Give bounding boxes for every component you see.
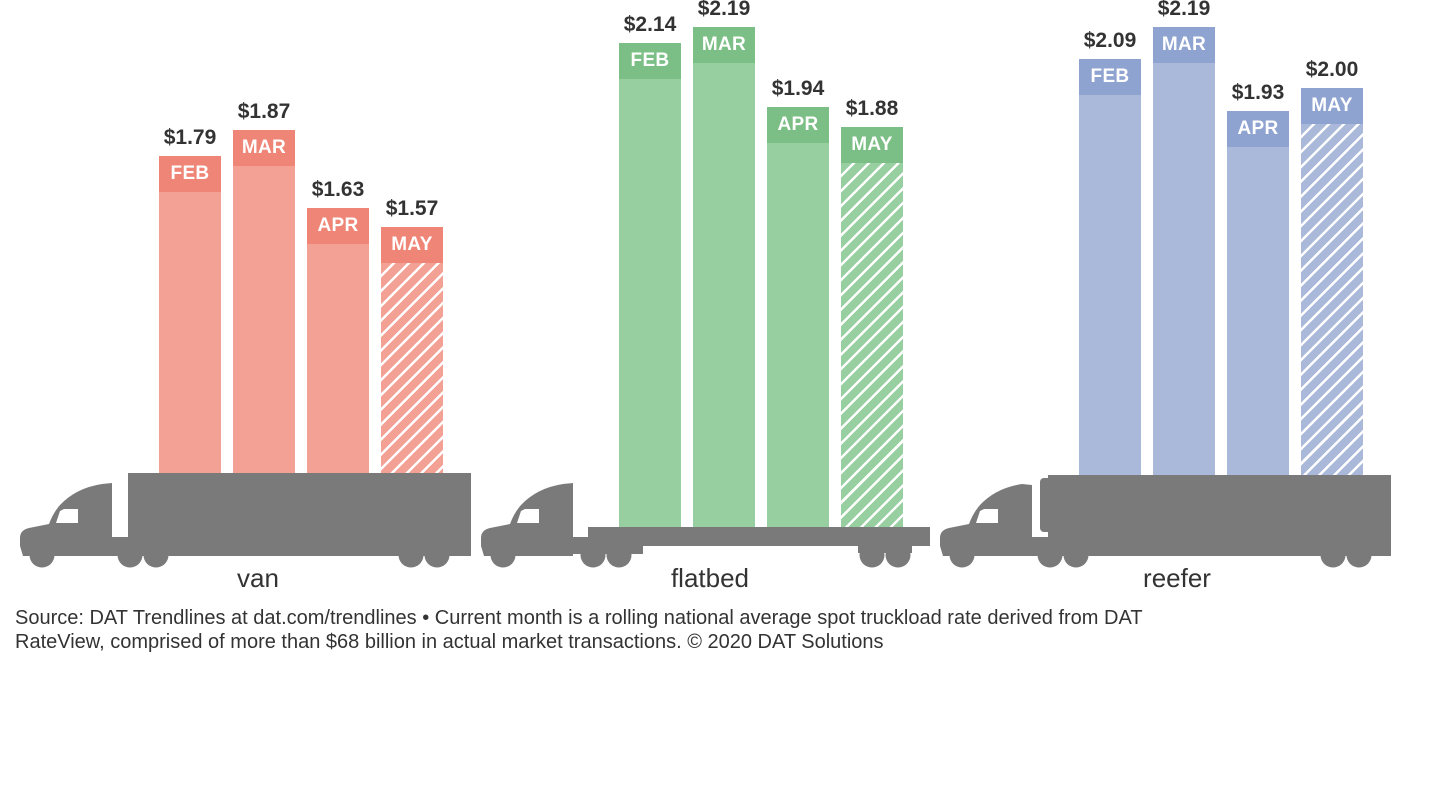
bar-van-mar: $1.87 MAR xyxy=(233,100,295,473)
bar-reefer-mar: $2.19 MAR xyxy=(1153,0,1215,475)
bar-body xyxy=(233,165,295,473)
month-band: MAR xyxy=(233,129,295,166)
bar-body-hatched xyxy=(841,162,903,527)
bar-value-label: $1.93 xyxy=(1231,80,1285,104)
month-label: APR xyxy=(777,114,819,136)
month-band: MAY xyxy=(381,226,443,263)
month-label: MAR xyxy=(1161,33,1207,55)
month-band: MAR xyxy=(693,26,755,63)
bar-body xyxy=(1227,146,1289,475)
bar-body xyxy=(767,143,829,527)
month-label: MAR xyxy=(701,33,747,55)
month-band: APR xyxy=(1227,110,1289,147)
month-label: MAY xyxy=(851,133,893,155)
month-label: MAY xyxy=(391,233,433,255)
bar-van-apr: $1.63 APR xyxy=(307,178,369,473)
bar-reefer-apr: $1.93 APR xyxy=(1227,81,1289,475)
bar-flatbed-may: $1.88 MAY xyxy=(841,97,903,527)
source-note-line: RateView, comprised of more than $68 bil… xyxy=(15,631,884,653)
source-note-line: Source: DAT Trendlines at dat.com/trendl… xyxy=(15,607,1143,629)
bar-value-label: $1.79 xyxy=(163,125,217,149)
bar-value-label: $2.09 xyxy=(1083,28,1137,52)
month-label: APR xyxy=(317,214,359,236)
month-band: FEB xyxy=(159,155,221,192)
month-band: MAR xyxy=(1153,26,1215,63)
month-label: MAY xyxy=(1311,95,1353,116)
reefer-truck-icon xyxy=(940,475,1391,568)
source-note: Source: DAT Trendlines at dat.com/trendl… xyxy=(15,606,1143,654)
bar-value-label: $1.88 xyxy=(845,96,899,120)
month-band: FEB xyxy=(1079,58,1141,95)
bar-flatbed-mar: $2.19 MAR xyxy=(693,0,755,527)
bar-value-label: $2.14 xyxy=(623,12,677,36)
bar-van-feb: $1.79 FEB xyxy=(159,126,221,473)
van-truck-icon xyxy=(20,473,471,568)
category-label-van: van xyxy=(237,563,279,593)
bar-body xyxy=(159,191,221,473)
month-band: FEB xyxy=(619,42,681,79)
bar-value-label: $1.87 xyxy=(237,99,291,123)
month-band: APR xyxy=(767,107,829,144)
category-label-flatbed: flatbed xyxy=(670,563,750,593)
month-label: FEB xyxy=(1090,65,1130,87)
bar-flatbed-apr: $1.94 APR xyxy=(767,77,829,527)
bar-body xyxy=(619,78,681,527)
bar-value-label: $1.94 xyxy=(771,77,825,101)
bar-body xyxy=(1079,94,1141,475)
bar-reefer-may: $2.00 MAY xyxy=(1301,58,1363,475)
month-band: APR xyxy=(307,207,369,244)
month-label: FEB xyxy=(630,49,670,71)
month-label: MAR xyxy=(241,136,287,158)
bar-value-label: $2.19 xyxy=(697,0,751,20)
bar-value-label: $1.57 xyxy=(385,196,439,220)
bar-value-label: $1.63 xyxy=(311,177,365,201)
month-label: FEB xyxy=(170,162,210,184)
bar-flatbed-feb: $2.14 FEB xyxy=(619,13,681,527)
month-band: MAY xyxy=(1301,88,1363,124)
bar-van-may: $1.57 MAY xyxy=(381,197,443,473)
bar-body xyxy=(1153,62,1215,475)
bar-body xyxy=(307,243,369,473)
bar-body-hatched xyxy=(1301,124,1363,475)
bar-value-label: $2.19 xyxy=(1157,0,1211,20)
bar-reefer-feb: $2.09 FEB xyxy=(1079,29,1141,475)
month-label: APR xyxy=(1237,117,1279,139)
bar-body xyxy=(693,62,755,527)
month-band: MAY xyxy=(841,126,903,163)
bar-body-hatched xyxy=(381,262,443,473)
bar-value-label: $2.00 xyxy=(1305,58,1359,81)
category-label-reefer: reefer xyxy=(1143,563,1211,593)
